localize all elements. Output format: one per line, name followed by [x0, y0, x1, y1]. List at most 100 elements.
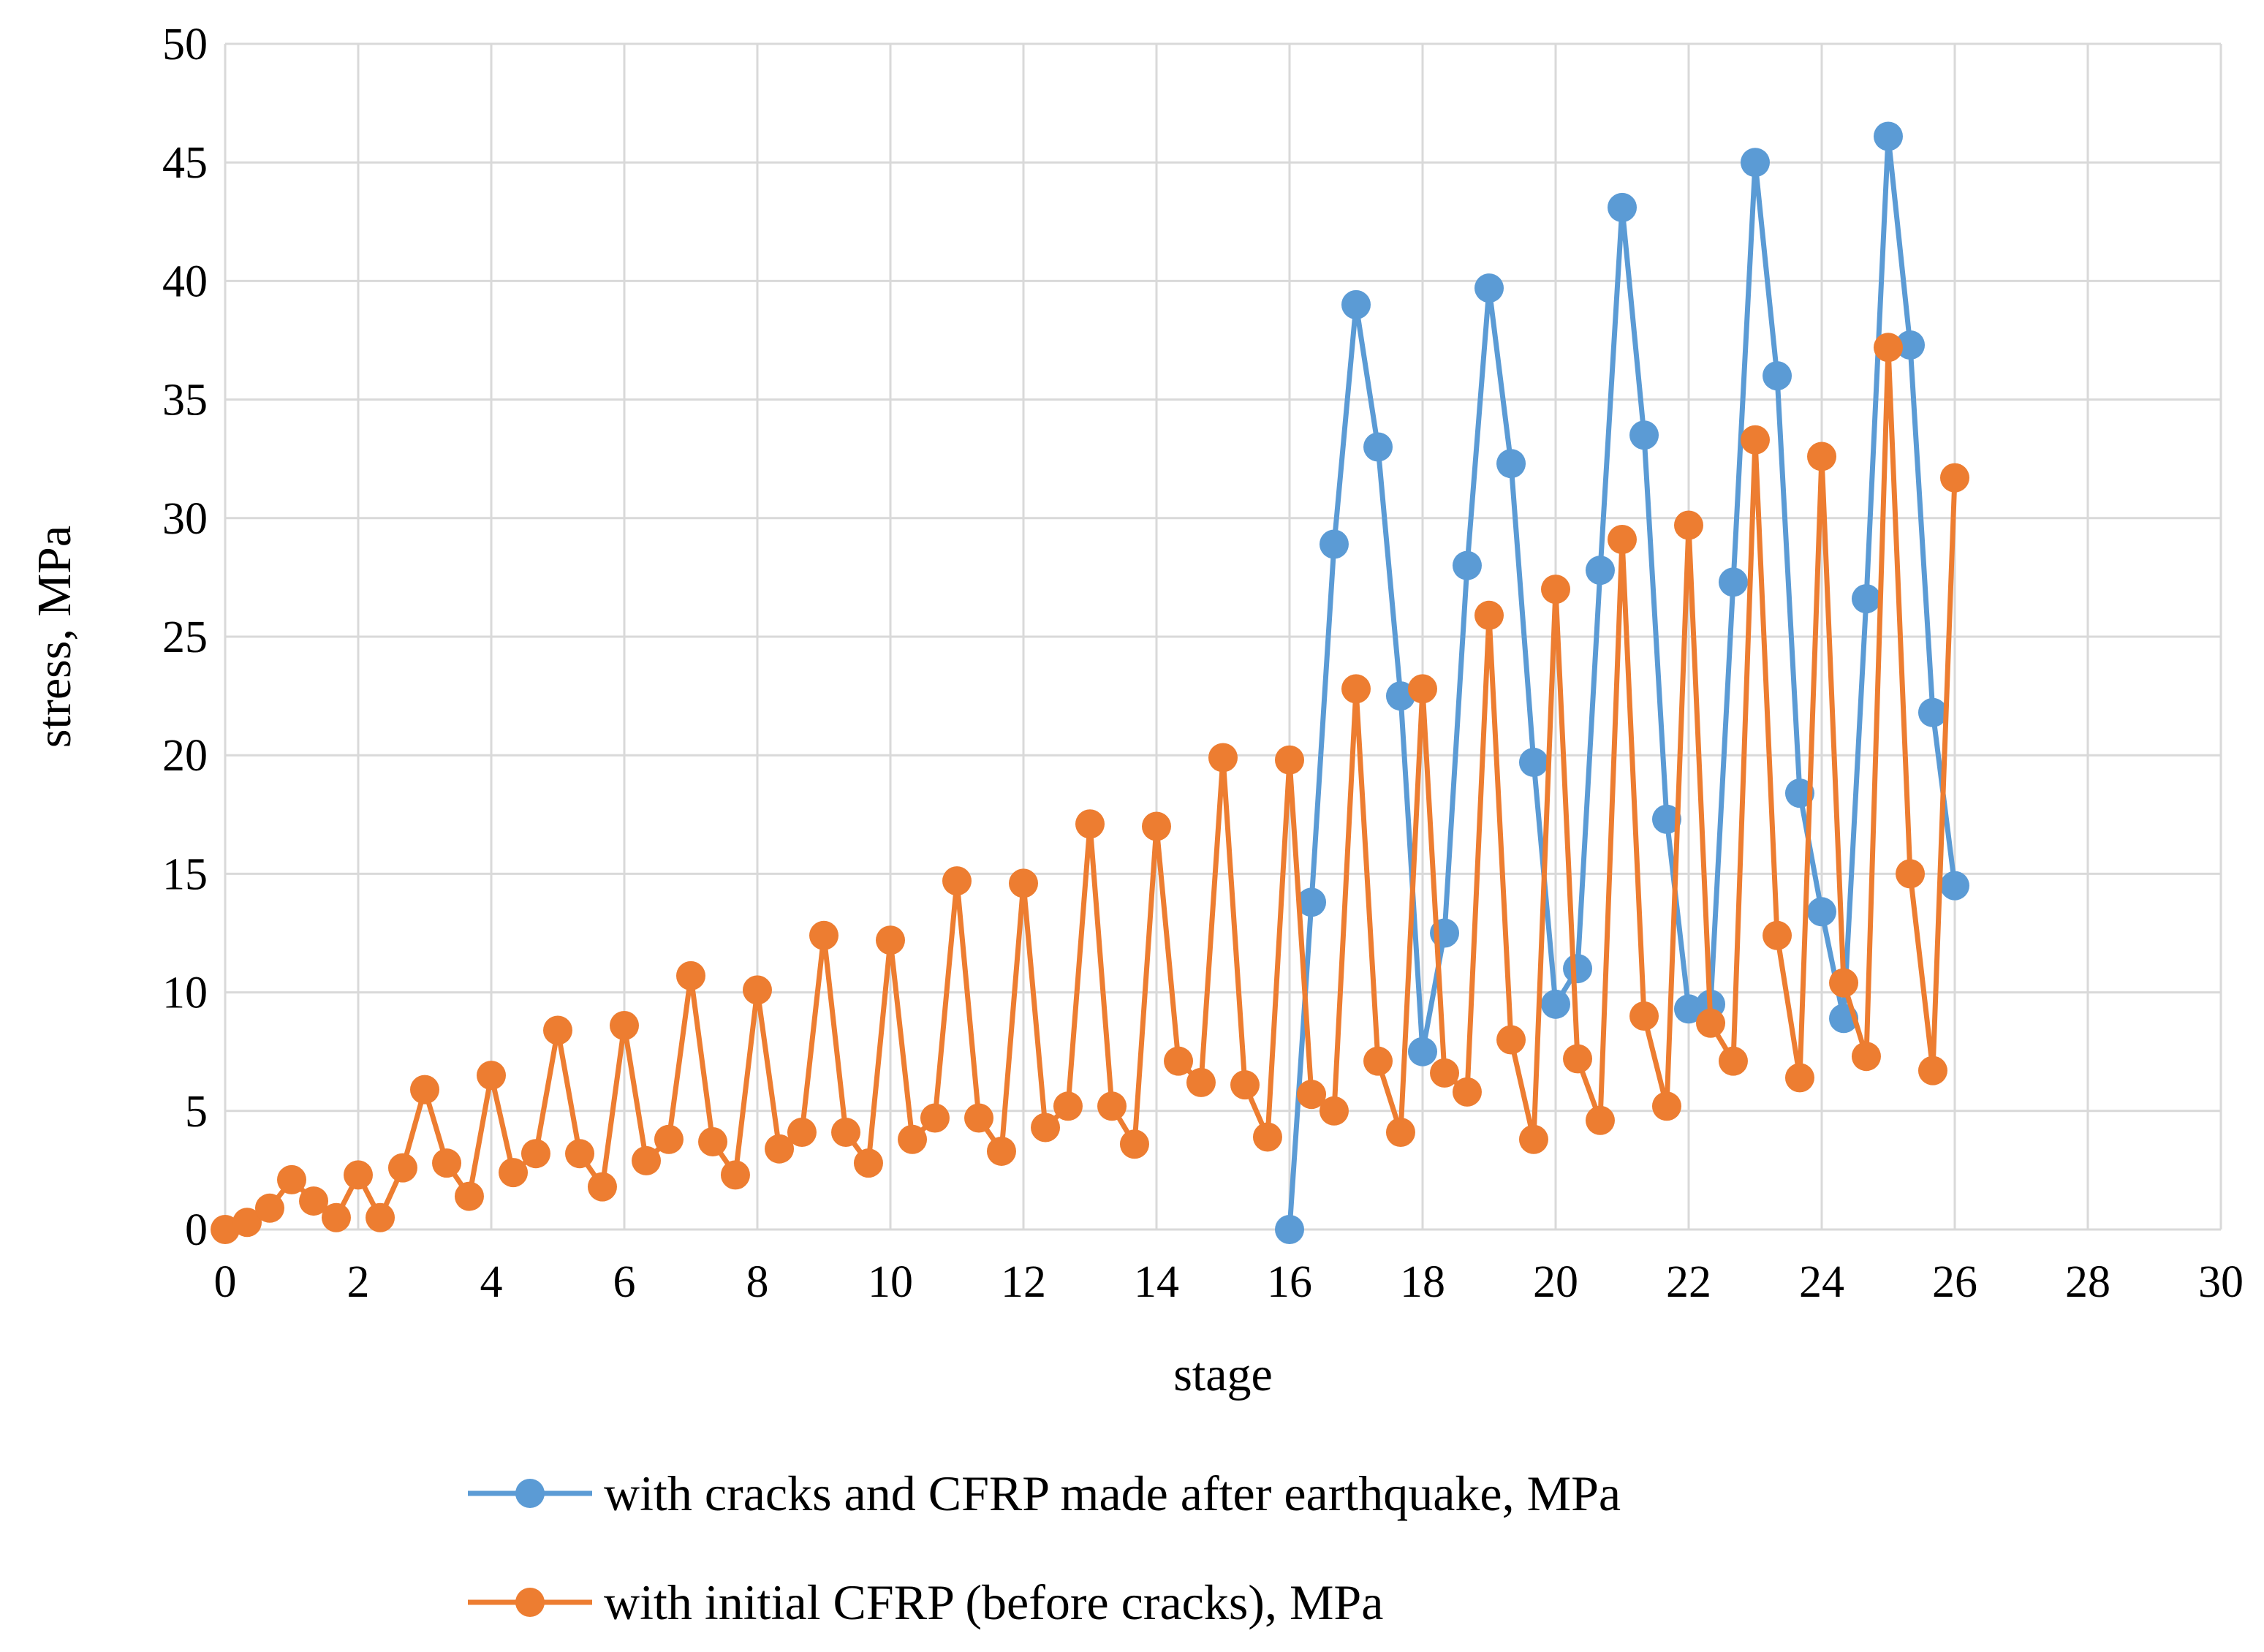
data-point [1674, 994, 1703, 1024]
data-point [454, 1181, 484, 1211]
data-point [299, 1186, 329, 1216]
data-point [920, 1103, 950, 1133]
data-point [1075, 809, 1105, 839]
data-point [1807, 897, 1836, 927]
data-point [1585, 1105, 1615, 1135]
data-point [765, 1134, 795, 1164]
data-point [809, 920, 838, 950]
data-point [1408, 1037, 1437, 1066]
data-point [1452, 1077, 1482, 1107]
data-point [1563, 1044, 1593, 1074]
data-point [344, 1160, 373, 1190]
data-point [1208, 743, 1238, 773]
data-point [1696, 1008, 1726, 1038]
data-point [1142, 811, 1171, 841]
data-point [1674, 510, 1703, 540]
data-point [1430, 1058, 1460, 1088]
data-point [1385, 1117, 1415, 1147]
x-tick-label: 20 [1533, 1257, 1578, 1307]
y-tick-label: 15 [162, 849, 208, 899]
x-tick-label: 8 [746, 1257, 769, 1307]
data-point [1651, 1091, 1681, 1121]
data-point [1829, 968, 1859, 998]
y-tick-label: 0 [185, 1205, 208, 1255]
data-point [254, 1193, 284, 1223]
x-tick-label: 6 [613, 1257, 636, 1307]
x-tick-label: 0 [214, 1257, 237, 1307]
data-point [477, 1061, 506, 1091]
series-layer [211, 121, 1969, 1244]
y-tick-label: 45 [162, 138, 208, 188]
data-point [1718, 567, 1748, 597]
data-point [964, 1103, 994, 1133]
data-point [942, 866, 972, 896]
data-point [787, 1117, 817, 1147]
data-point [1452, 550, 1482, 580]
data-point [1230, 1070, 1260, 1100]
data-point [853, 1148, 883, 1178]
data-point [1917, 1056, 1947, 1085]
data-point [743, 975, 772, 1005]
y-tick-label: 5 [185, 1087, 208, 1137]
data-point [1874, 333, 1903, 363]
data-point [898, 1124, 928, 1154]
data-point [1385, 681, 1415, 711]
legend-item-1: with cracks and CFRP made after earthqua… [468, 1466, 1621, 1521]
data-point [876, 925, 905, 955]
data-point [277, 1164, 306, 1194]
data-point [1784, 1063, 1814, 1093]
data-point [610, 1011, 639, 1041]
data-point [520, 1139, 550, 1169]
data-point [1629, 420, 1659, 450]
gridlines [224, 42, 2222, 1231]
data-point [543, 1015, 572, 1045]
data-point [1341, 674, 1371, 704]
legend-marker [515, 1588, 545, 1617]
x-tick-label: 12 [1001, 1257, 1046, 1307]
data-point [1563, 954, 1593, 984]
data-point [366, 1202, 395, 1232]
data-point [1119, 1129, 1149, 1159]
data-point [1275, 1215, 1304, 1244]
data-point [1031, 1113, 1061, 1143]
data-point [1807, 442, 1836, 471]
data-point [1851, 1042, 1881, 1072]
data-point [1608, 192, 1637, 222]
x-tick-label: 2 [347, 1257, 370, 1307]
y-tick-label: 25 [162, 613, 208, 662]
data-point [1164, 1046, 1194, 1076]
data-point [1341, 289, 1371, 319]
data-point [1496, 449, 1526, 479]
data-point [1518, 747, 1548, 777]
data-point [1297, 887, 1327, 917]
data-point [1874, 121, 1903, 151]
data-point [1718, 1046, 1748, 1076]
x-tick-label: 16 [1267, 1257, 1312, 1307]
data-point [986, 1136, 1016, 1166]
data-point [387, 1153, 417, 1183]
data-point [1940, 871, 1969, 901]
data-point [1741, 425, 1770, 455]
series-2 [211, 333, 1969, 1244]
data-point [232, 1208, 262, 1238]
legend-marker [515, 1479, 545, 1508]
data-point [1940, 463, 1969, 493]
data-point [1541, 575, 1570, 605]
data-point [1541, 989, 1570, 1019]
x-axis-title: stage [1173, 1348, 1273, 1401]
x-tick-label: 22 [1666, 1257, 1711, 1307]
data-point [1763, 361, 1792, 391]
legend-label: with initial CFRP (before cracks), MPa [604, 1575, 1383, 1630]
data-point [1629, 1001, 1659, 1031]
data-point [211, 1215, 240, 1244]
data-point [432, 1148, 462, 1178]
data-point [1608, 524, 1637, 554]
y-tick-label: 20 [162, 731, 208, 781]
y-tick-label: 35 [162, 376, 208, 425]
data-point [1319, 1096, 1349, 1126]
data-point [1363, 1046, 1393, 1076]
data-point [831, 1117, 861, 1147]
data-point [1297, 1080, 1327, 1110]
data-point [1651, 804, 1681, 834]
data-point [1518, 1124, 1548, 1154]
